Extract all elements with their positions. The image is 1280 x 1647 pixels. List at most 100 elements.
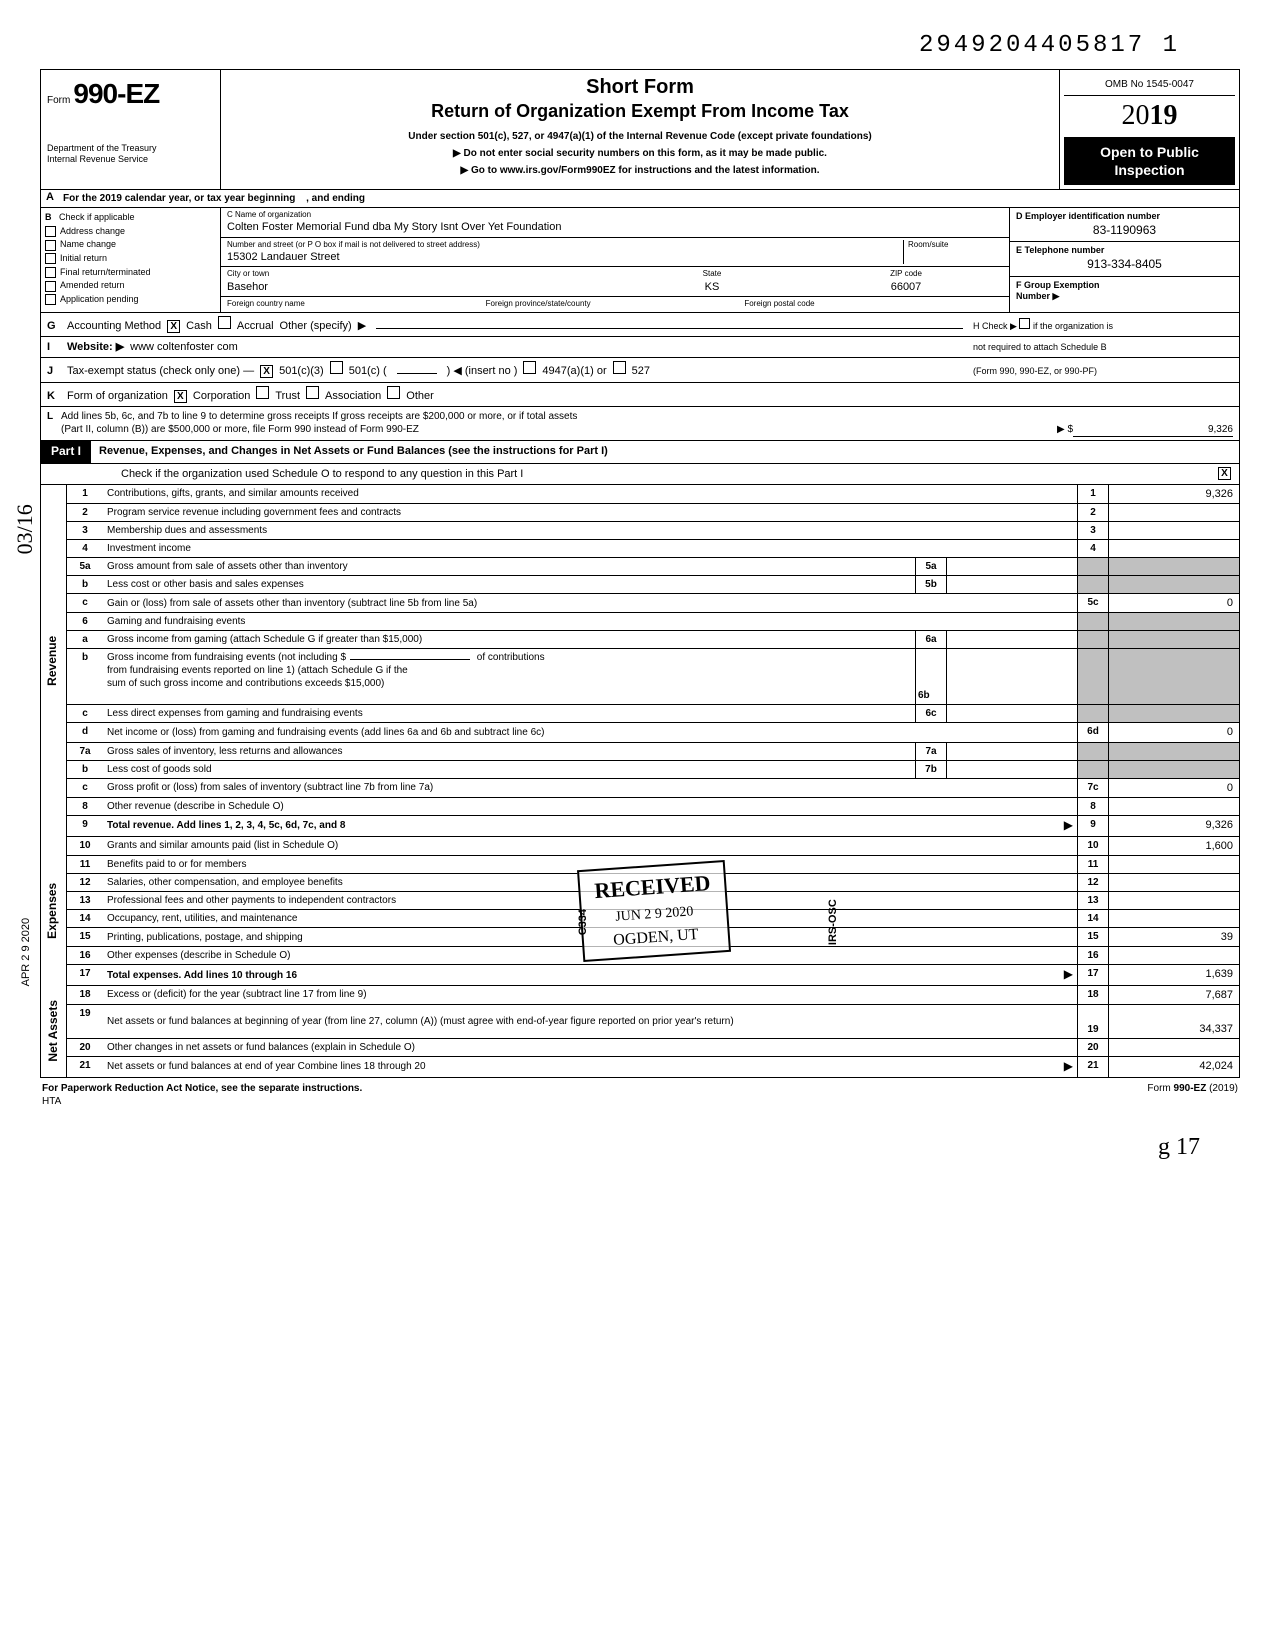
chk-corporation[interactable]: X: [174, 390, 187, 403]
lbl-trust: Trust: [275, 389, 300, 403]
footer: For Paperwork Reduction Act Notice, see …: [40, 1078, 1240, 1112]
line-i: I Website: ▶ www coltenfoster com not re…: [40, 337, 1240, 358]
year-bold: 19: [1150, 100, 1178, 131]
lbl-corporation: Corporation: [193, 389, 250, 403]
l7b-desc: Less cost of goods sold: [103, 761, 915, 778]
title-return: Return of Organization Exempt From Incom…: [231, 100, 1049, 123]
l5b-desc: Less cost or other basis and sales expen…: [103, 576, 915, 593]
website-value: www coltenfoster com: [130, 340, 238, 354]
lbl-527: 527: [632, 364, 650, 378]
chk-name-change[interactable]: [45, 240, 56, 251]
l11-num: 11: [67, 856, 103, 873]
zip-value: 66007: [891, 281, 922, 293]
chk-501c[interactable]: [330, 361, 343, 374]
chk-4947[interactable]: [523, 361, 536, 374]
handwritten-initials: g 17: [40, 1112, 1240, 1163]
chk-app-pending[interactable]: [45, 294, 56, 305]
chk-trust[interactable]: [256, 386, 269, 399]
l15-rn: 15: [1077, 928, 1109, 946]
city-label: City or town: [227, 269, 615, 279]
check-schedule-o-row: Check if the organization used Schedule …: [40, 464, 1240, 485]
chk-initial-return[interactable]: [45, 253, 56, 264]
l12-num: 12: [67, 874, 103, 891]
open-to-public: Open to Public Inspection: [1064, 137, 1235, 185]
chk-association[interactable]: [306, 386, 319, 399]
line-g-letter: G: [47, 319, 61, 333]
l18-num: 18: [67, 986, 103, 1004]
form-ref: Form 990-EZ (2019): [1147, 1082, 1238, 1108]
line-h-text3: (Form 990, 990-EZ, or 990-PF): [973, 366, 1233, 378]
part-1-header: Part I Revenue, Expenses, and Changes in…: [40, 441, 1240, 464]
section-d: D Employer identification number 83-1190…: [1009, 208, 1239, 312]
l7b-mn: 7b: [915, 761, 947, 778]
netassets-section: Net Assets 18Excess or (deficit) for the…: [40, 986, 1240, 1078]
lbl-cash: Cash: [186, 319, 212, 333]
chk-address-change[interactable]: [45, 226, 56, 237]
netassets-side-label: Net Assets: [41, 986, 67, 1077]
l11-rn: 11: [1077, 856, 1109, 873]
l5c-rn: 5c: [1077, 594, 1109, 612]
foreign-postal-label: Foreign postal code: [744, 299, 1003, 309]
street-value: 15302 Landauer Street: [227, 251, 340, 263]
l2-rn: 2: [1077, 504, 1109, 521]
chk-amended[interactable]: [45, 281, 56, 292]
header-right: OMB No 1545-0047 2019 Open to Public Ins…: [1059, 70, 1239, 189]
lbl-name-change: Name change: [60, 239, 116, 251]
c-name-label: C Name of organization: [227, 210, 1003, 220]
l6d-val: 0: [1109, 723, 1239, 741]
l6c-shade: [1077, 705, 1109, 722]
year-prefix: 20: [1122, 100, 1150, 131]
chk-cash[interactable]: X: [167, 320, 180, 333]
other-method-blank[interactable]: [376, 328, 963, 329]
hta-label: HTA: [42, 1096, 61, 1107]
l14-num: 14: [67, 910, 103, 927]
chk-527[interactable]: [613, 361, 626, 374]
501c-insert[interactable]: [397, 373, 437, 374]
foreign-province-label: Foreign province/state/county: [486, 299, 745, 309]
l6b-mv: [947, 649, 1077, 704]
l5b-shade: [1077, 576, 1109, 593]
l4-desc: Investment income: [103, 540, 1077, 557]
l6-desc: Gaming and fundraising events: [103, 613, 1077, 630]
paperwork-notice: For Paperwork Reduction Act Notice, see …: [42, 1083, 362, 1094]
l17-desc: Total expenses. Add lines 10 through 16▶: [103, 965, 1077, 985]
part-1-title: Revenue, Expenses, and Changes in Net As…: [99, 445, 608, 457]
l6d-desc: Net income or (loss) from gaming and fun…: [103, 723, 1077, 741]
revenue-section: Revenue 1Contributions, gifts, grants, a…: [40, 485, 1240, 837]
state-label: State: [615, 269, 809, 279]
l12-rn: 12: [1077, 874, 1109, 891]
lbl-501c: 501(c) (: [349, 364, 387, 378]
open-public-1: Open to Public: [1068, 143, 1231, 161]
l5b-shade2: [1109, 576, 1239, 593]
l12-desc: Salaries, other compensation, and employ…: [103, 874, 1077, 891]
l5b-mn: 5b: [915, 576, 947, 593]
l7a-shade: [1077, 743, 1109, 760]
l3-num: 3: [67, 522, 103, 539]
chk-schedule-o[interactable]: X: [1218, 467, 1231, 480]
l6a-shade2: [1109, 631, 1239, 648]
city-value: Basehor: [227, 281, 268, 293]
l7b-shade: [1077, 761, 1109, 778]
l4-num: 4: [67, 540, 103, 557]
expenses-side-label: Expenses: [41, 837, 67, 986]
chk-other-org[interactable]: [387, 386, 400, 399]
l2-desc: Program service revenue including govern…: [103, 504, 1077, 521]
lbl-app-pending: Application pending: [60, 294, 139, 306]
line-l-text2: (Part II, column (B)) are $500,000 or mo…: [61, 423, 419, 437]
l5c-desc: Gain or (loss) from sale of assets other…: [103, 594, 1077, 612]
chk-501c3[interactable]: X: [260, 365, 273, 378]
chk-final-return[interactable]: [45, 267, 56, 278]
l7c-desc: Gross profit or (loss) from sales of inv…: [103, 779, 1077, 797]
l7b-num: b: [67, 761, 103, 778]
handwritten-apr: APR 2 9 2020: [19, 918, 33, 987]
check-o-text: Check if the organization used Schedule …: [121, 467, 523, 481]
l7a-desc: Gross sales of inventory, less returns a…: [103, 743, 915, 760]
l20-rn: 20: [1077, 1039, 1109, 1056]
l14-rn: 14: [1077, 910, 1109, 927]
lbl-accrual: Accrual: [237, 319, 274, 333]
chk-accrual[interactable]: [218, 316, 231, 329]
l7a-mv: [947, 743, 1077, 760]
room-label: Room/suite: [908, 240, 1003, 250]
chk-schedule-b[interactable]: [1019, 318, 1030, 329]
section-b-header: Check if applicable: [59, 212, 135, 224]
